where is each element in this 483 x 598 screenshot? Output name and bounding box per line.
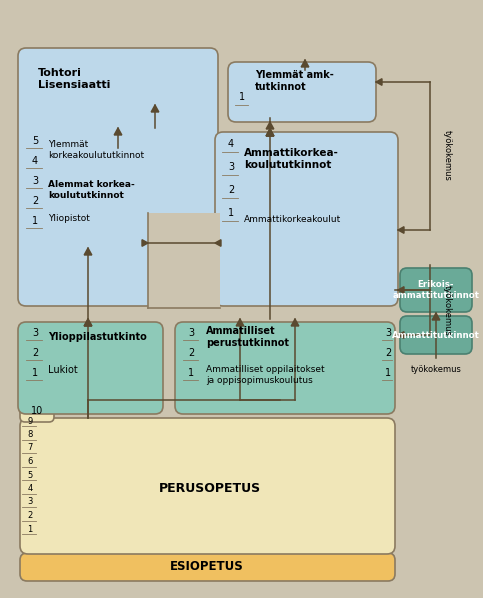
FancyBboxPatch shape (400, 268, 472, 312)
Text: Ylemmät
korkeakoulututkinnot: Ylemmät korkeakoulututkinnot (48, 140, 144, 160)
Polygon shape (215, 240, 221, 246)
Polygon shape (398, 286, 404, 293)
Text: Ammatilliset
perustutkinnot: Ammatilliset perustutkinnot (206, 326, 289, 349)
Text: 1: 1 (32, 368, 38, 378)
Text: työkokemus: työkokemus (443, 285, 452, 335)
Text: Lukiot: Lukiot (48, 365, 78, 375)
Text: 5: 5 (28, 471, 33, 480)
Text: Alemmat korkea-
koulututkinnot: Alemmat korkea- koulututkinnot (48, 180, 135, 200)
Polygon shape (398, 332, 404, 338)
Polygon shape (266, 129, 274, 136)
FancyBboxPatch shape (215, 132, 398, 306)
Polygon shape (398, 227, 404, 233)
FancyBboxPatch shape (400, 316, 472, 354)
Text: Erikois-
ammattitutkinnot: Erikois- ammattitutkinnot (393, 280, 480, 300)
Text: 9: 9 (28, 416, 33, 426)
Polygon shape (432, 313, 440, 320)
Text: Ammattikorkea-
koulututkinnot: Ammattikorkea- koulututkinnot (244, 148, 339, 170)
Text: 2: 2 (32, 348, 38, 358)
Bar (148, 213, 220, 308)
FancyBboxPatch shape (20, 400, 54, 422)
Text: Tohtori
Lisensiaatti: Tohtori Lisensiaatti (38, 68, 111, 90)
FancyBboxPatch shape (175, 322, 395, 414)
Text: 1: 1 (228, 208, 234, 218)
Text: Ylioppilastutkinto: Ylioppilastutkinto (48, 332, 147, 342)
Text: Yliopistot: Yliopistot (48, 214, 90, 223)
Text: 1: 1 (32, 216, 38, 226)
Text: Ylemmät amk-
tutkinnot: Ylemmät amk- tutkinnot (255, 70, 334, 93)
Text: 1: 1 (28, 524, 33, 533)
Polygon shape (84, 319, 92, 326)
Text: työkokemus: työkokemus (411, 365, 461, 374)
Text: 3: 3 (188, 328, 194, 338)
Text: 6: 6 (28, 457, 33, 466)
FancyBboxPatch shape (20, 553, 395, 581)
Text: 1: 1 (385, 368, 391, 378)
FancyBboxPatch shape (18, 322, 163, 414)
FancyBboxPatch shape (18, 48, 218, 306)
Text: Ammatilliset oppilaitokset
ja oppisopimuskoulutus: Ammatilliset oppilaitokset ja oppisopimu… (206, 365, 325, 385)
Polygon shape (142, 240, 148, 246)
Text: 4: 4 (28, 484, 33, 493)
Text: 7: 7 (28, 444, 33, 453)
Polygon shape (114, 128, 122, 135)
Text: 3: 3 (32, 176, 38, 186)
FancyBboxPatch shape (20, 418, 395, 554)
Text: 1: 1 (188, 368, 194, 378)
Polygon shape (84, 248, 92, 255)
Text: 2: 2 (32, 196, 38, 206)
Polygon shape (266, 129, 274, 136)
Polygon shape (376, 79, 382, 86)
Polygon shape (266, 122, 274, 129)
Text: 2: 2 (28, 511, 33, 520)
Text: 4: 4 (228, 139, 234, 149)
Text: 2: 2 (188, 348, 194, 358)
Text: PERUSOPETUS: PERUSOPETUS (159, 481, 261, 495)
Polygon shape (266, 129, 274, 136)
Text: 5: 5 (32, 136, 38, 146)
Polygon shape (291, 319, 299, 326)
FancyBboxPatch shape (228, 62, 376, 122)
Text: 2: 2 (385, 348, 391, 358)
Text: 3: 3 (28, 498, 33, 507)
Text: 3: 3 (228, 162, 234, 172)
Polygon shape (301, 60, 309, 67)
Text: työkokemus: työkokemus (443, 130, 452, 181)
Text: 10: 10 (31, 406, 43, 416)
Text: 8: 8 (28, 430, 33, 439)
Text: 3: 3 (32, 328, 38, 338)
Polygon shape (236, 319, 244, 326)
Text: 3: 3 (385, 328, 391, 338)
Text: 1: 1 (239, 92, 245, 102)
Text: Ammattikorkeakoulut: Ammattikorkeakoulut (244, 215, 341, 224)
Text: ESIOPETUS: ESIOPETUS (170, 560, 244, 573)
Text: 2: 2 (228, 185, 234, 195)
Text: 4: 4 (32, 156, 38, 166)
Polygon shape (151, 105, 159, 112)
Polygon shape (84, 319, 92, 326)
Text: Ammattitutkinnot: Ammattitutkinnot (392, 331, 480, 340)
